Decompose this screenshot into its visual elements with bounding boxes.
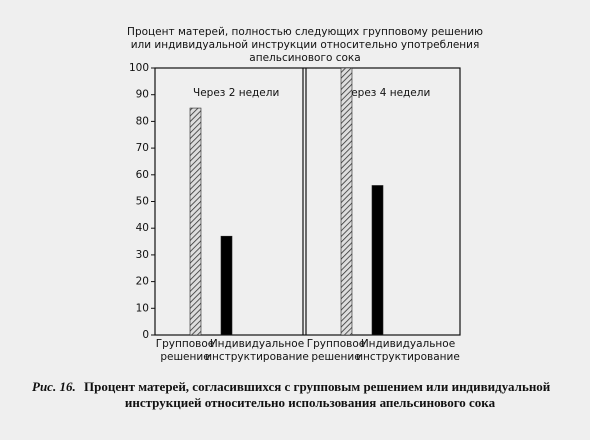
x-tick-label: инструктирование	[205, 351, 309, 363]
caption: инструкцией относительно использования а…	[125, 395, 496, 410]
y-tick-label: 100	[129, 62, 149, 74]
y-tick-label: 20	[136, 276, 149, 288]
x-tick-label: решение	[311, 351, 360, 363]
x-tick-label: инструктирование	[356, 351, 460, 363]
chart-title: или индивидуальной инструкции относитель…	[131, 39, 480, 51]
bar	[340, 67, 353, 336]
y-tick-label: 30	[136, 249, 149, 261]
chart-title: апельсинового сока	[249, 52, 360, 64]
caption: Процент матерей, согласившихся с группов…	[84, 379, 551, 394]
y-tick-label: 80	[136, 115, 149, 127]
x-tick-label: Индивидуальное	[361, 338, 455, 350]
y-tick-label: 90	[136, 89, 149, 101]
bar	[371, 185, 384, 336]
x-tick-label: Групповое	[307, 338, 366, 350]
y-tick-label: 60	[136, 169, 149, 181]
y-tick-label: 10	[136, 302, 149, 314]
y-tick-label: 40	[136, 222, 149, 234]
panel-label: Через 4 недели	[344, 87, 430, 99]
panel-label: Через 2 недели	[193, 87, 279, 99]
y-tick-label: 0	[142, 329, 149, 341]
x-tick-label: Групповое	[156, 338, 215, 350]
chart-title: Процент матерей, полностью следующих гру…	[127, 26, 483, 38]
bar	[189, 107, 202, 336]
x-tick-label: Индивидуальное	[210, 338, 304, 350]
y-tick-label: 70	[136, 142, 149, 154]
y-tick-label: 50	[136, 196, 149, 208]
bar	[220, 235, 233, 336]
caption-label: Рис. 16.	[32, 379, 76, 394]
x-tick-label: решение	[160, 351, 209, 363]
